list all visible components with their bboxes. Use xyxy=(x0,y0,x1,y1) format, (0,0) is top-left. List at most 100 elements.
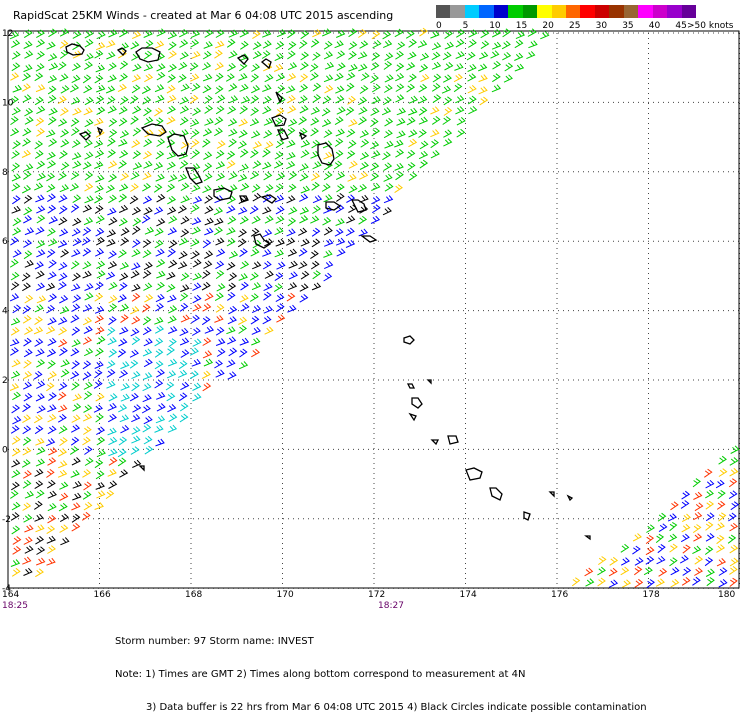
wind-barb xyxy=(299,172,309,182)
wind-barb xyxy=(264,326,274,335)
wind-barb xyxy=(456,128,466,138)
wind-barb xyxy=(202,382,212,392)
wind-barb xyxy=(300,185,311,194)
wind-barb xyxy=(214,62,224,71)
wind-barb xyxy=(240,95,251,104)
wind-barb xyxy=(299,83,309,93)
wind-barb xyxy=(321,183,331,192)
wind-barb xyxy=(395,72,405,82)
wind-barb xyxy=(323,226,333,236)
wind-barb xyxy=(239,294,249,303)
island xyxy=(277,129,289,141)
wind-barb xyxy=(180,349,190,358)
wind-barb xyxy=(11,404,21,414)
colorbar-swatch xyxy=(566,5,581,18)
wind-barb xyxy=(384,183,394,192)
wind-barb xyxy=(23,337,32,347)
wind-barb xyxy=(238,361,249,370)
wind-barb xyxy=(47,371,57,380)
wind-barb xyxy=(11,106,21,116)
wind-barb xyxy=(166,283,176,293)
wind-barb xyxy=(94,160,104,169)
wind-barb xyxy=(12,546,22,555)
wind-barb xyxy=(106,51,116,60)
wind-barb xyxy=(191,226,201,235)
wind-barb xyxy=(667,513,678,522)
wind-barb xyxy=(47,360,56,370)
wind-barb xyxy=(729,557,739,567)
wind-barb xyxy=(70,469,80,478)
wind-barb xyxy=(179,51,189,60)
wind-barb xyxy=(655,533,665,543)
wind-barb xyxy=(155,117,164,127)
wind-barb xyxy=(370,107,380,116)
wind-barb xyxy=(276,29,287,38)
wind-barb xyxy=(11,447,21,457)
wind-barb xyxy=(94,248,105,257)
wind-barb xyxy=(286,85,296,94)
wind-barb xyxy=(286,228,296,237)
wind-barb xyxy=(166,206,177,215)
wind-barb xyxy=(58,171,67,181)
island xyxy=(135,47,161,63)
wind-barb xyxy=(286,127,296,137)
wind-barb xyxy=(228,184,238,193)
wind-barb xyxy=(167,31,178,40)
wind-barb xyxy=(95,281,104,291)
wind-barb xyxy=(94,360,104,369)
wind-barb xyxy=(167,404,177,413)
wind-barb xyxy=(528,40,538,49)
wind-barb xyxy=(10,271,20,281)
wind-barb xyxy=(299,283,309,292)
wind-barb xyxy=(155,293,165,303)
wind-barb xyxy=(107,402,117,412)
wind-barb xyxy=(693,533,703,542)
wind-barb xyxy=(11,51,21,60)
wind-barb xyxy=(33,326,44,335)
wind-barb xyxy=(658,523,668,533)
wind-barb xyxy=(60,139,70,148)
wind-barb xyxy=(95,228,105,237)
wind-barb xyxy=(620,566,630,576)
wind-barb xyxy=(705,512,715,522)
wind-barb xyxy=(334,40,344,49)
wind-barb xyxy=(348,28,358,38)
wind-barb xyxy=(58,425,68,434)
wind-barb xyxy=(35,282,46,291)
wind-barb xyxy=(168,215,178,224)
wind-barb xyxy=(82,436,91,446)
wind-barb xyxy=(323,51,334,60)
wind-barb xyxy=(323,272,333,282)
wind-barb xyxy=(107,413,117,423)
wind-barb xyxy=(275,107,285,117)
wind-barb xyxy=(729,544,739,554)
wind-barb xyxy=(728,478,738,488)
wind-barb xyxy=(108,448,118,457)
wind-barb xyxy=(166,183,176,193)
wind-barb xyxy=(34,513,44,522)
wind-barb xyxy=(35,568,44,578)
wind-barb xyxy=(94,305,105,314)
wind-barb xyxy=(227,292,236,301)
wind-barb xyxy=(24,116,34,125)
wind-barb xyxy=(58,338,68,348)
wind-barb xyxy=(264,73,274,83)
wind-barb xyxy=(11,525,21,535)
wind-barb xyxy=(203,151,213,160)
wind-barb xyxy=(36,105,46,115)
wind-barb xyxy=(201,316,211,326)
wind-barb xyxy=(249,293,259,302)
wind-barb xyxy=(275,293,285,303)
wind-barb xyxy=(252,261,262,270)
wind-barb xyxy=(381,107,392,116)
wind-barb xyxy=(59,437,68,447)
wind-barb xyxy=(396,107,407,116)
wind-barb xyxy=(250,95,260,104)
wind-barb xyxy=(82,336,93,345)
wind-barb xyxy=(358,106,368,115)
wind-barb xyxy=(119,303,129,312)
wind-barb xyxy=(467,95,477,105)
wind-barb xyxy=(119,149,129,159)
wind-barb xyxy=(119,73,128,82)
wind-barb xyxy=(190,139,200,148)
